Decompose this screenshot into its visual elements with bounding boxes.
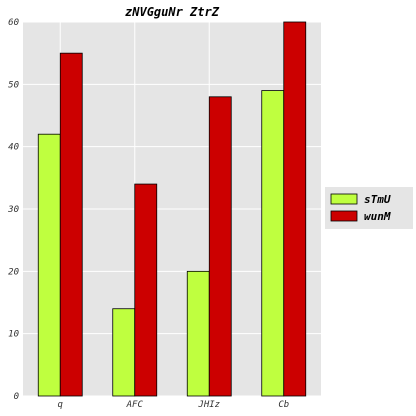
legend-label-sTmU: sTmU bbox=[364, 193, 391, 206]
bars bbox=[37, 21, 307, 397]
legend-swatch-sTmU bbox=[330, 193, 358, 205]
y-tick-label: 40 bbox=[8, 143, 19, 153]
bar-wunM-JHIz bbox=[208, 96, 232, 397]
y-tick-label: 0 bbox=[14, 392, 19, 402]
y-tick-label: 20 bbox=[8, 267, 19, 277]
bar-sTmU-Cb bbox=[261, 90, 285, 397]
bar-wunM-q bbox=[59, 52, 83, 397]
bar-sTmU-AFC bbox=[112, 308, 136, 397]
x-tick-label: q bbox=[58, 400, 64, 410]
legend-label-wunM: wunM bbox=[364, 210, 391, 223]
bar-sTmU-JHIz bbox=[186, 270, 210, 397]
y-tick-label: 10 bbox=[8, 330, 19, 340]
y-axis-ticks: 0 10 20 30 40 50 60 bbox=[7, 18, 19, 402]
legend: sTmU wunM bbox=[325, 187, 413, 229]
y-tick-label: 30 bbox=[7, 205, 19, 215]
bar-sTmU-q bbox=[37, 133, 61, 397]
x-tick-label: JHIz bbox=[197, 400, 220, 410]
bar-wunM-Cb bbox=[283, 21, 307, 397]
legend-swatch-wunM bbox=[330, 210, 358, 222]
x-tick-label: Cb bbox=[278, 400, 289, 410]
y-tick-label: 60 bbox=[8, 18, 19, 28]
chart-title: zNVGguNr ZtrZ bbox=[125, 5, 220, 19]
x-axis-ticks: q AFC JHIz Cb bbox=[58, 400, 290, 410]
bar-wunM-AFC bbox=[134, 183, 158, 397]
x-tick-label: AFC bbox=[126, 400, 144, 410]
y-tick-label: 50 bbox=[8, 80, 19, 90]
